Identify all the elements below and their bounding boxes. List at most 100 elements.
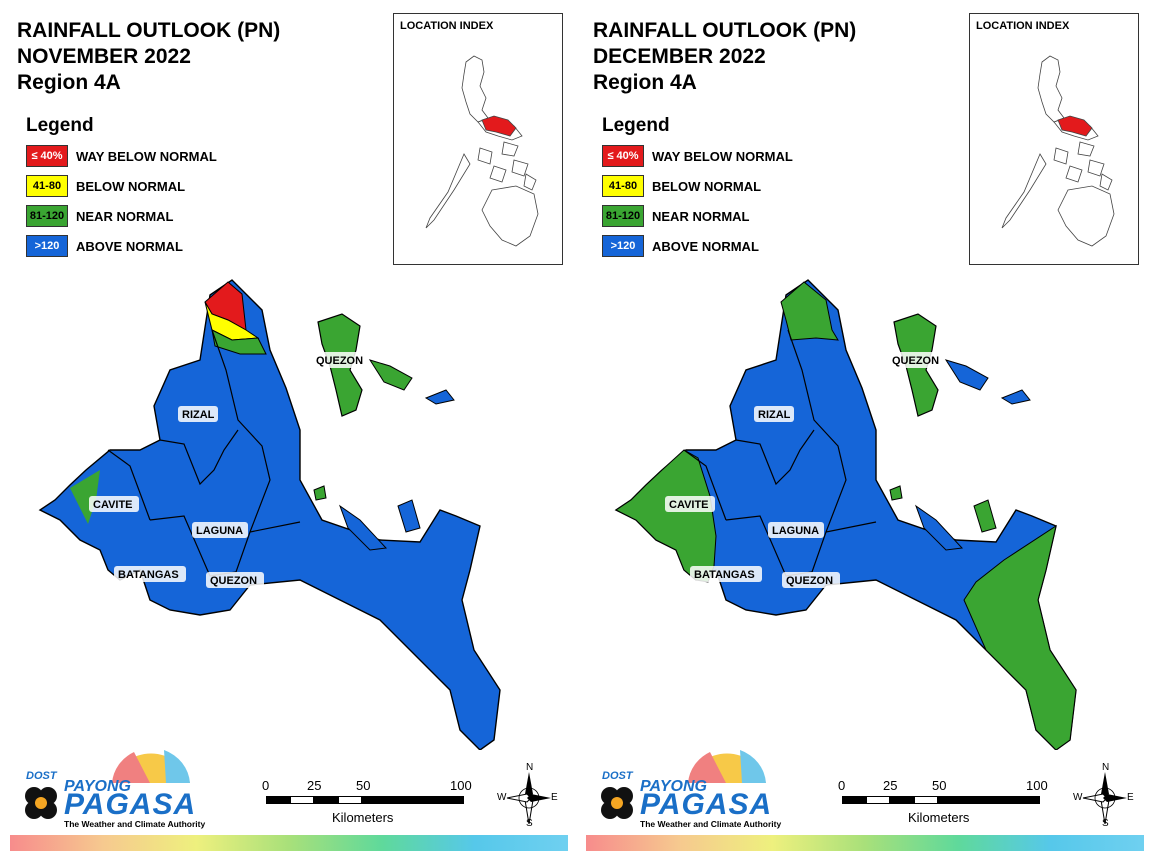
logo-tagline: The Weather and Climate Authority (640, 819, 782, 829)
legend-item-above: >120 ABOVE NORMAL (602, 235, 759, 265)
title-line-month: DECEMBER 2022 (593, 45, 766, 68)
legend-swatch: 41-80 (602, 175, 644, 197)
label-bg (89, 496, 139, 512)
label-batangas: BATANGAS (118, 569, 179, 581)
legend-item-above: >120 ABOVE NORMAL (26, 235, 183, 265)
island-above-east (1000, 389, 1031, 405)
quezon-south-near (963, 524, 1077, 750)
label-batangas: BATANGAS (694, 569, 755, 581)
compass-s: S (526, 818, 533, 829)
legend-swatch: >120 (602, 235, 644, 257)
legend-label: BELOW NORMAL (652, 179, 762, 194)
label-bg (206, 572, 264, 588)
legend-swatch: ≤ 40% (602, 145, 644, 167)
legend-swatch: ≤ 40% (26, 145, 68, 167)
scale-tick: 50 (356, 778, 371, 793)
inset-title: LOCATION INDEX (976, 20, 1070, 32)
scale-tick: 25 (307, 778, 322, 793)
legend-item-way-below: ≤ 40% WAY BELOW NORMAL (26, 145, 217, 175)
legend-label: NEAR NORMAL (652, 209, 750, 224)
small-island (889, 485, 903, 501)
scale-seg (266, 796, 290, 804)
scale-tick: 50 (932, 778, 947, 793)
pagasa-logo: DOST PAYONG PAGASA The Weather and Clima… (590, 738, 781, 833)
scale-bar: 0 25 50 100 Kilometers (262, 778, 482, 828)
scale-seg (362, 796, 464, 804)
scale-seg (890, 796, 914, 804)
region-map-december: RIZAL CAVITE LAGUNA BATANGAS QUEZON QUEZ… (614, 279, 1077, 750)
label-bg (690, 566, 762, 582)
label-bg (782, 572, 840, 588)
mainland-region (38, 279, 501, 750)
label-bg (665, 496, 715, 512)
legend-swatch: 81-120 (602, 205, 644, 227)
legend-swatch: 41-80 (26, 175, 68, 197)
scale-units: Kilometers (332, 810, 394, 825)
legend: Legend ≤ 40% WAY BELOW NORMAL 41-80 BELO… (602, 115, 793, 265)
label-bg (312, 352, 368, 368)
legend-title: Legend (602, 115, 670, 136)
compass-n: N (526, 762, 534, 773)
scale-seg (290, 796, 314, 804)
legend-swatch: >120 (26, 235, 68, 257)
legend-swatch: 81-120 (26, 205, 68, 227)
pagasa-text: PAGASA (640, 788, 773, 821)
scale-tick: 0 (262, 778, 270, 793)
location-index-inset: LOCATION INDEX (969, 13, 1139, 265)
compass-rose-icon (506, 772, 551, 825)
title-line-1: RAINFALL OUTLOOK (PN) (17, 19, 281, 42)
label-bg (888, 352, 944, 368)
region-map-november: RIZAL CAVITE LAGUNA BATANGAS QUEZON QUEZ… (38, 279, 501, 750)
label-bg (754, 406, 794, 422)
label-rizal: RIZAL (182, 409, 215, 421)
label-laguna: LAGUNA (772, 525, 819, 537)
legend-label: ABOVE NORMAL (76, 239, 183, 254)
legend: Legend ≤ 40% WAY BELOW NORMAL 41-80 BELO… (26, 115, 217, 265)
label-bg (768, 522, 824, 538)
region-4a-highlight (1057, 115, 1093, 137)
label-cavite: CAVITE (669, 499, 709, 511)
dost-text: DOST (26, 770, 57, 782)
label-cavite: CAVITE (93, 499, 133, 511)
legend-label: NEAR NORMAL (76, 209, 174, 224)
legend-item-way-below: ≤ 40% WAY BELOW NORMAL (602, 145, 793, 175)
map-title: RAINFALL OUTLOOK (PN) NOVEMBER 2022 Regi… (17, 18, 280, 96)
label-quezon-north: QUEZON (892, 355, 939, 367)
legend-label: ABOVE NORMAL (652, 239, 759, 254)
outlook-panel-november: RAINFALL OUTLOOK (PN) NOVEMBER 2022 Regi… (10, 13, 568, 851)
pagasa-text: PAGASA (64, 788, 197, 821)
pagasa-logo: DOST PAYONG PAGASA The Weather and Clima… (14, 738, 205, 833)
legend-item-below: 41-80 BELOW NORMAL (26, 175, 185, 205)
title-line-region: Region 4A (17, 71, 121, 94)
label-laguna: LAGUNA (196, 525, 243, 537)
compass-w: W (497, 792, 507, 803)
scale-tick: 100 (1026, 778, 1048, 793)
scale-bar: 0 25 50 100 Kilometers (838, 778, 1058, 828)
label-quezon-north: QUEZON (316, 355, 363, 367)
legend-label: WAY BELOW NORMAL (652, 149, 793, 164)
island-above (944, 359, 989, 391)
scale-seg (314, 796, 338, 804)
payong-text: PAYONG (640, 778, 707, 795)
legend-item-near: 81-120 NEAR NORMAL (26, 205, 174, 235)
inset-title: LOCATION INDEX (400, 20, 494, 32)
compass-n: N (1102, 762, 1110, 773)
label-bg (178, 406, 218, 422)
scale-seg (338, 796, 362, 804)
compass-rose-icon (1082, 772, 1127, 825)
legend-label: WAY BELOW NORMAL (76, 149, 217, 164)
payong-text: PAYONG (64, 778, 131, 795)
island-east (397, 499, 421, 533)
cavite-batangas-near (615, 449, 717, 583)
scale-seg (866, 796, 890, 804)
location-index-inset: LOCATION INDEX (393, 13, 563, 265)
bondoc-island (338, 504, 388, 551)
scale-tick: 25 (883, 778, 898, 793)
bondoc-island (914, 504, 964, 551)
legend-item-below: 41-80 BELOW NORMAL (602, 175, 761, 205)
umbrella-icon (601, 750, 766, 819)
scale-tick: 0 (838, 778, 846, 793)
label-bg (114, 566, 186, 582)
title-line-region: Region 4A (593, 71, 697, 94)
compass-e: E (551, 792, 558, 803)
